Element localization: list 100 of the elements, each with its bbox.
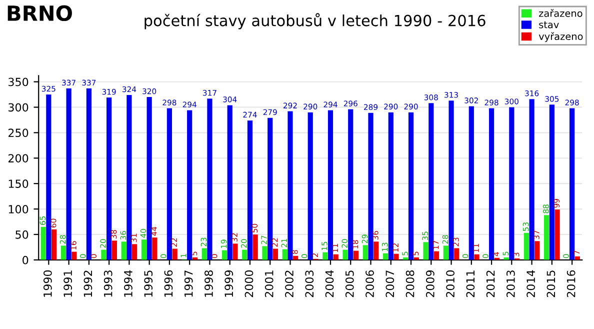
bar [51,229,57,260]
bar [468,106,474,260]
x-tick-label: 2001 [264,270,274,298]
bar [252,234,258,260]
x-tick-label: 1996 [164,270,173,297]
bar [272,248,278,260]
bar [101,250,106,260]
x-tick-label: 1998 [204,270,213,297]
x-tick-label: 1994 [124,270,132,297]
bar [288,111,293,260]
bar [141,240,147,260]
x-tick-label: 1992 [84,270,92,297]
x-tick-label: 2002 [285,270,294,298]
bar [262,246,268,260]
legend-label: stav [539,21,559,28]
legend-label: zařazeno [539,9,582,17]
bar [322,252,328,260]
y-tick-label: 300 [8,103,28,112]
bar [121,242,126,260]
bar [242,250,248,260]
x-tick-label: 2007 [386,270,394,298]
bar [423,242,428,260]
x-tick-label: 2006 [366,270,374,298]
bar [222,250,228,260]
bar [454,248,460,260]
bar [126,95,132,260]
x-tick-label: 2000 [244,270,254,298]
y-tick-label: 50 [16,230,28,239]
x-tick-label: 2012 [486,270,495,298]
chart-subtitle: početní stavy autobusů v letech 1990 - 2016 [144,13,486,30]
bar [434,251,440,260]
y-tick-label: 150 [8,180,28,188]
x-tick-label: 1993 [104,270,112,297]
y-tick-label: 200 [8,154,28,162]
bar [394,254,399,260]
x-tick-label: 1997 [184,270,193,297]
bar [46,94,52,260]
bar [534,241,540,260]
x-tick-label: 1990 [43,270,52,297]
bar [368,112,374,260]
chart-title: BRNO [8,5,72,22]
x-tick-label: 2008 [406,270,414,298]
bar [408,112,414,260]
bar [247,120,253,260]
bar [187,110,192,260]
bar [232,244,238,260]
bar [227,105,232,260]
bar [66,88,72,260]
x-tick-label: 2011 [466,270,475,298]
bar [268,118,273,260]
legend-label: vyřazeno [538,32,583,42]
bar [72,252,77,260]
x-tick-label: 1999 [224,270,234,297]
bar [570,108,575,260]
y-tick-label: 350 [8,78,28,86]
bar [428,103,434,260]
x-tick-label: 2004 [325,270,334,298]
x-tick-label: 2005 [345,270,354,298]
bar [443,246,448,260]
x-tick-label: 2003 [305,270,314,298]
bar [524,232,529,260]
bar [166,108,172,260]
x-tick-label: 2015 [546,270,556,298]
y-tick-label: 0 [22,256,28,264]
bar [40,226,46,260]
bar [544,215,550,260]
bar [474,254,480,260]
x-tick-label: 2016 [566,270,576,298]
bar [86,88,92,260]
bar [132,244,138,260]
bar [488,108,494,260]
x-tick-label: 1991 [64,270,72,297]
bar [60,246,66,260]
bar [353,250,359,260]
bar [509,107,514,260]
bar [328,110,334,260]
bar [529,99,534,260]
bar [362,245,368,260]
x-tick-label: 2014 [526,270,536,298]
bar [549,104,554,260]
bar [282,249,288,260]
x-tick-label: 1995 [144,270,153,297]
bar [112,240,117,260]
y-tick-label: 100 [8,204,28,214]
bar [308,112,313,260]
x-tick-label: 2009 [426,270,434,298]
bar [554,210,560,260]
bar [448,100,454,260]
bar [207,98,212,260]
x-tick-label: 2013 [506,270,515,298]
bar [172,248,178,260]
bar [152,238,158,260]
bar [202,248,207,260]
x-tick-label: 2010 [446,270,454,298]
bar [388,112,394,260]
bar [348,109,354,260]
bar [146,97,152,260]
bar [342,250,348,260]
bar [374,242,379,260]
y-tick-label: 250 [8,128,28,138]
